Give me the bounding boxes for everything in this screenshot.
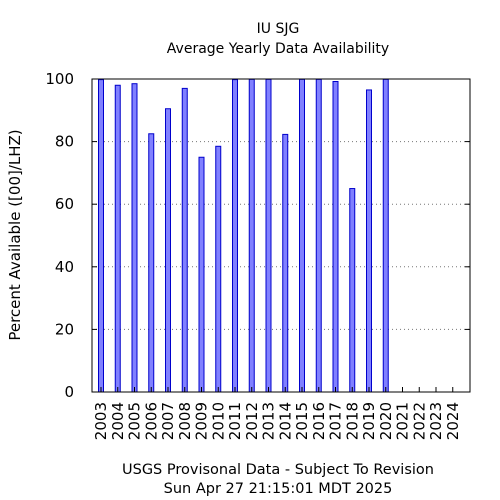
y-axis-label: Percent Available ([00]/LHZ) (6, 129, 24, 340)
x-tick-label: 2011 (226, 402, 244, 440)
bars (98, 78, 389, 393)
y-tick-label: 80 (55, 133, 74, 151)
chart-title: IU SJG (257, 21, 300, 37)
bar-2003 (98, 79, 104, 393)
bar-2016 (315, 78, 322, 393)
bar-2011 (232, 79, 238, 393)
plot-frame (91, 78, 471, 393)
y-ticks: 0 20 40 60 80 100 (45, 70, 470, 401)
y-tick-label: 0 (64, 383, 74, 401)
x-tick-label: 2008 (176, 402, 194, 440)
x-tick-label: 2006 (142, 402, 160, 440)
bar-2012 (248, 78, 255, 393)
footer-timestamp: Sun Apr 27 21:15:01 MDT 2025 (164, 481, 393, 497)
bar-2009 (198, 156, 205, 393)
x-tick-label: 2005 (126, 402, 144, 440)
x-tick-label: 2024 (444, 402, 462, 440)
bar-2015 (299, 78, 305, 393)
bar-2006 (148, 133, 155, 393)
x-tick-label: 2015 (293, 402, 311, 440)
bar-2004 (114, 84, 121, 393)
y-tick-label: 100 (45, 70, 74, 88)
x-tick-label: 2009 (193, 402, 211, 440)
x-tick-label: 2017 (327, 402, 345, 440)
x-tick-label: 2013 (260, 402, 278, 440)
bar-2007 (165, 108, 171, 393)
x-tick-label: 2007 (159, 402, 177, 440)
x-tick-label: 2021 (394, 402, 412, 440)
x-tick-label: 2003 (92, 402, 110, 440)
bar-2019 (366, 89, 372, 393)
y-tick-label: 40 (55, 258, 74, 276)
footer-disclaimer: USGS Provisonal Data - Subject To Revisi… (122, 462, 434, 478)
y-tick-label: 60 (55, 195, 74, 213)
x-tick-label: 2004 (109, 402, 127, 440)
x-tick-label: 2019 (360, 402, 378, 440)
bar-2010 (215, 145, 222, 393)
x-tick-label: 2023 (427, 402, 445, 440)
x-tick-label: 2016 (310, 402, 328, 440)
x-tick-label: 2010 (209, 402, 227, 440)
grid-lines (92, 141, 470, 330)
chart-subtitle: Average Yearly Data Availability (167, 41, 389, 57)
x-tick-label: 2014 (276, 402, 294, 440)
bar-2017 (332, 81, 339, 393)
bar-2018 (349, 188, 356, 393)
x-tick-label: 2018 (343, 402, 361, 440)
bar-2014 (282, 133, 289, 393)
bar-2020 (382, 78, 389, 393)
bar-2008 (181, 87, 188, 393)
y-tick-label: 20 (55, 320, 74, 338)
x-tick-label: 2020 (377, 402, 395, 440)
bar-2013 (265, 78, 272, 393)
x-ticks: 2003200420052006200720082009201020112012… (92, 387, 462, 440)
bar-2005 (131, 83, 138, 393)
x-tick-label: 2022 (410, 402, 428, 440)
x-tick-label: 2012 (243, 402, 261, 440)
